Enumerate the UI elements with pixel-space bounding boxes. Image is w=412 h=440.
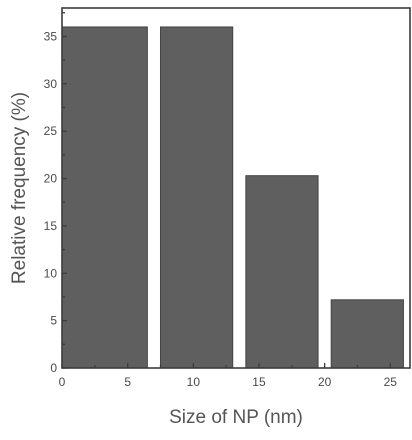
bar-3 bbox=[330, 299, 404, 369]
bar-0 bbox=[61, 26, 148, 369]
x-axis-title: Size of NP (nm) bbox=[169, 407, 303, 428]
y-tick-label-0: 0 bbox=[50, 361, 57, 375]
x-tick-label-2: 10 bbox=[187, 375, 201, 389]
y-tick-label-3: 15 bbox=[44, 219, 58, 233]
y-tick-label-1: 5 bbox=[50, 314, 57, 328]
x-tick-label-1: 5 bbox=[124, 375, 131, 389]
bar-2 bbox=[245, 175, 319, 369]
bars-group bbox=[61, 26, 404, 369]
x-tick-label-5: 25 bbox=[384, 375, 398, 389]
y-tick-label-4: 20 bbox=[44, 172, 58, 186]
plot-frame bbox=[61, 7, 411, 369]
x-tick-label-0: 0 bbox=[59, 375, 66, 389]
y-tick-label-5: 25 bbox=[44, 124, 58, 138]
x-tick-label-3: 15 bbox=[252, 375, 266, 389]
y-tick-label-2: 10 bbox=[44, 266, 58, 280]
y-tick-label-7: 35 bbox=[44, 29, 58, 43]
y-axis-title: Relative frequency (%) bbox=[9, 92, 30, 284]
y-tick-label-6: 30 bbox=[44, 77, 58, 91]
bar-1 bbox=[159, 26, 234, 369]
x-ticks-group: 0 5 10 15 20 25 bbox=[59, 363, 398, 389]
y-ticks-group: 0 5 10 15 20 25 30 35 bbox=[44, 12, 67, 375]
x-tick-label-4: 20 bbox=[318, 375, 332, 389]
